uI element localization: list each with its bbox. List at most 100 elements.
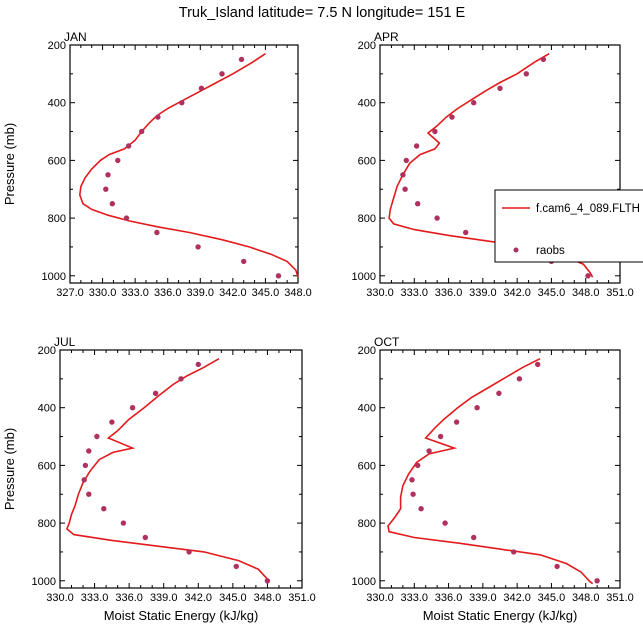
obs-point [511, 549, 517, 555]
obs-point [195, 244, 201, 250]
obs-point [437, 433, 444, 440]
x-tick-label: 345.0 [538, 287, 566, 299]
obs-point [139, 128, 145, 135]
legend-obs-label: raobs [536, 245, 565, 257]
obs-point [496, 390, 502, 396]
y-tick-label: 1000 [352, 271, 376, 283]
y-tick-label: 200 [358, 345, 376, 357]
x-tick-label: 336.0 [435, 287, 463, 299]
y-tick-label: 800 [38, 518, 56, 530]
obs-point [585, 273, 591, 279]
y-tick-label: 1000 [352, 576, 376, 588]
obs-point [471, 534, 477, 541]
x-tick-label: 342.0 [219, 287, 247, 299]
x-tick-label: 351.0 [606, 287, 634, 299]
y-tick-label: 400 [38, 403, 56, 415]
obs-point [275, 273, 282, 279]
y-tick-label: 200 [48, 40, 66, 52]
obs-point [241, 258, 247, 265]
y-tick-label: 600 [48, 155, 66, 167]
obs-point [497, 85, 503, 92]
y-tick-label: 600 [358, 460, 376, 472]
x-tick-label: 333.0 [401, 592, 429, 604]
panel-label-jul: JUL [54, 335, 76, 349]
x-tick-label: 339.0 [469, 592, 497, 604]
obs-point [154, 229, 160, 236]
obs-point [186, 549, 192, 555]
obs-point [152, 390, 159, 396]
x-tick-label: 330.0 [366, 287, 394, 299]
obs-point [101, 506, 107, 512]
obs-point [82, 462, 89, 469]
x-tick-label: 345.0 [538, 592, 566, 604]
obs-point [94, 433, 100, 440]
obs-point [432, 128, 438, 135]
x-tick-label: 330.0 [89, 287, 117, 299]
obs-point [155, 114, 161, 120]
obs-point [142, 534, 148, 541]
x-tick-label: 330.0 [46, 592, 74, 604]
obs-point [463, 229, 469, 236]
x-tick-label: 336.0 [435, 592, 463, 604]
obs-point [449, 114, 455, 120]
x-axis-label: Moist Static Energy (kJ/kg) [104, 608, 259, 623]
obs-point [120, 520, 127, 526]
obs-point [410, 491, 416, 497]
obs-point [594, 578, 600, 584]
x-tick-label: 342.0 [185, 592, 213, 604]
obs-point [264, 578, 271, 584]
obs-point [86, 448, 92, 454]
y-tick-label: 400 [358, 403, 376, 415]
x-tick-label: 327.0 [56, 287, 84, 299]
y-tick-label: 600 [358, 155, 376, 167]
y-axis-label: Pressure (mb) [2, 428, 17, 510]
obs-point [434, 215, 440, 221]
obs-point [179, 100, 185, 106]
obs-point [115, 157, 121, 164]
y-axis-label: Pressure (mb) [2, 123, 17, 205]
obs-point [86, 491, 92, 497]
x-tick-label: 345.0 [252, 287, 280, 299]
y-tick-label: 800 [358, 518, 376, 530]
obs-point [540, 56, 547, 63]
obs-point [409, 477, 415, 483]
panel-label-apr: APR [374, 30, 399, 44]
obs-point [103, 186, 109, 192]
y-tick-label: 800 [358, 213, 376, 225]
obs-point [238, 56, 245, 63]
y-tick-label: 800 [48, 213, 66, 225]
x-tick-label: 333.0 [401, 287, 429, 299]
obs-point [109, 419, 115, 425]
obs-point [129, 405, 136, 411]
plot-frame [59, 349, 303, 589]
plot-frame [69, 44, 299, 284]
panel-jul: JUL 330.0 333.0 336.0 339.0 342.0 345.0 348.0 35… [2, 335, 316, 623]
obs-point [123, 215, 130, 221]
x-tick-label: 345.0 [219, 592, 247, 604]
y-tick-label: 600 [38, 460, 56, 472]
x-tick-label: 330.0 [366, 592, 394, 604]
x-tick-label: 336.0 [154, 287, 182, 299]
obs-point [471, 100, 477, 106]
x-axis-label: Moist Static Energy (kJ/kg) [423, 608, 578, 623]
obs-point [81, 477, 87, 483]
legend-obs-marker [513, 247, 519, 253]
obs-point [442, 520, 448, 526]
obs-point [105, 172, 111, 178]
x-tick-label: 351.0 [606, 592, 634, 604]
obs-point [523, 71, 529, 77]
obs-point [535, 361, 541, 368]
obs-point [453, 419, 460, 425]
legend-box [494, 189, 643, 263]
y-tick-label: 200 [38, 345, 56, 357]
legend-model-label: f.cam6_4_089.FLTH [536, 203, 640, 215]
obs-point [415, 201, 421, 207]
plot-frame [379, 44, 621, 284]
x-tick-label: 333.0 [121, 287, 149, 299]
panel-oct: OCT 330.0 333.0 336.0 339.0 342.0 345.0 348.0 35… [352, 335, 634, 623]
panel-jan: JAN 327.0 330.0 333.0 336.0 339.0 342.0 345.0 34… [2, 30, 312, 299]
obs-point [109, 201, 116, 207]
obs-point [219, 71, 225, 77]
obs-point [426, 448, 432, 454]
